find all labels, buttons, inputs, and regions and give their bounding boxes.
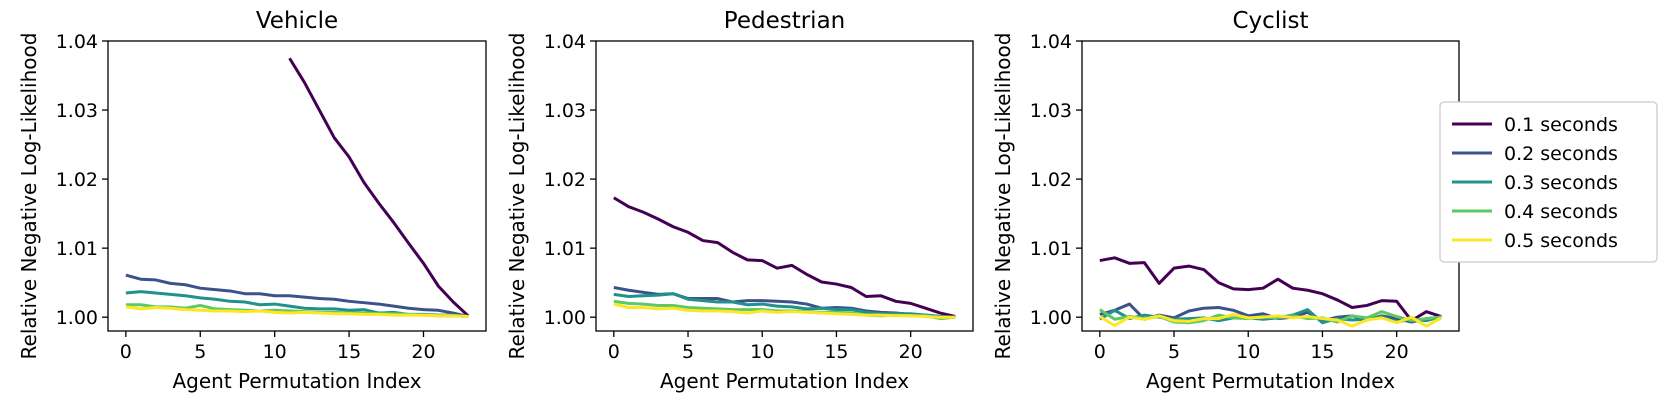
series-group <box>125 57 470 318</box>
y-tick-label: 1.01 <box>544 238 586 260</box>
y-tick-label: 1.00 <box>1030 307 1072 329</box>
legend-box <box>1439 101 1658 263</box>
panel-vehicle: 0 5 10 15 20 1.00 1.01 1.02 1.03 1.04 Vehicle Agent… <box>17 8 487 393</box>
panel-title: Vehicle <box>256 8 338 34</box>
legend-label: 0.4 seconds <box>1504 201 1618 223</box>
x-tick-label: 20 <box>411 341 435 363</box>
x-tick-label: 15 <box>1310 341 1334 363</box>
panel-cyclist: 0 5 10 15 20 1.00 1.01 1.02 1.03 1.04 Cyclist Agent… <box>991 8 1460 393</box>
series-line-0-1-seconds <box>613 196 956 318</box>
y-axis-label: Relative Negative Log-Likelihood <box>17 33 41 360</box>
series-line-0-5-seconds <box>1099 312 1442 328</box>
y-tick-label: 1.04 <box>56 31 98 53</box>
series-group <box>1098 256 1442 328</box>
y-tick-label: 1.02 <box>544 169 586 191</box>
x-tick-label: 20 <box>1385 341 1409 363</box>
series-line-0-1-seconds <box>1099 256 1442 323</box>
y-axis-label: Relative Negative Log-Likelihood <box>505 33 529 360</box>
series-line-0-1-seconds <box>288 57 470 317</box>
y-tick-label: 1.01 <box>56 238 98 260</box>
series-line-0-5-seconds <box>613 302 956 319</box>
legend: 0.1 seconds 0.2 seconds 0.3 seconds 0.4 sec… <box>1439 101 1658 263</box>
y-tick-label: 1.01 <box>1030 238 1072 260</box>
y-tick-label: 1.04 <box>544 31 586 53</box>
y-tick-label: 1.02 <box>1030 169 1072 191</box>
panel-title: Cyclist <box>1232 8 1308 34</box>
series-line-0-2-seconds <box>125 273 469 318</box>
legend-label: 0.2 seconds <box>1504 143 1618 165</box>
y-tick-label: 1.03 <box>544 100 586 122</box>
x-tick-label: 10 <box>263 341 287 363</box>
axes-frame <box>1081 40 1460 332</box>
x-tick-label: 10 <box>750 341 774 363</box>
axes-frame <box>107 40 487 332</box>
x-tick-label: 0 <box>1094 341 1106 363</box>
y-tick-label: 1.03 <box>56 100 98 122</box>
series-group <box>613 196 956 321</box>
x-axis-label: Agent Permutation Index <box>660 369 909 393</box>
y-tick-label: 1.03 <box>1030 100 1072 122</box>
panel-title: Pedestrian <box>724 8 845 34</box>
y-tick-label: 1.04 <box>1030 31 1072 53</box>
panel-pedestrian: 0 5 10 15 20 1.00 1.01 1.02 1.03 1.04 Pedestrian Ag… <box>505 8 974 393</box>
y-tick-label: 1.00 <box>544 307 586 329</box>
y-axis-label: Relative Negative Log-Likelihood <box>991 33 1015 360</box>
legend-label: 0.5 seconds <box>1504 230 1618 252</box>
legend-label: 0.1 seconds <box>1504 114 1618 136</box>
x-tick-label: 20 <box>899 341 923 363</box>
x-axis-label: Agent Permutation Index <box>172 369 421 393</box>
x-tick-label: 5 <box>194 341 206 363</box>
axes-frame <box>595 40 974 332</box>
y-tick-label: 1.02 <box>56 169 98 191</box>
x-tick-label: 5 <box>682 341 694 363</box>
x-tick-label: 0 <box>120 341 132 363</box>
x-tick-label: 15 <box>824 341 848 363</box>
x-tick-label: 15 <box>337 341 361 363</box>
chart-panels: 0 5 10 15 20 1.00 1.01 1.02 1.03 1.04 Vehicle Agent… <box>17 8 1460 393</box>
x-tick-label: 5 <box>1168 341 1180 363</box>
x-axis-label: Agent Permutation Index <box>1146 369 1395 393</box>
y-tick-label: 1.00 <box>56 307 98 329</box>
x-tick-label: 0 <box>608 341 620 363</box>
legend-label: 0.3 seconds <box>1504 172 1618 194</box>
series-line-0-5-seconds <box>125 305 469 318</box>
x-tick-label: 10 <box>1236 341 1260 363</box>
